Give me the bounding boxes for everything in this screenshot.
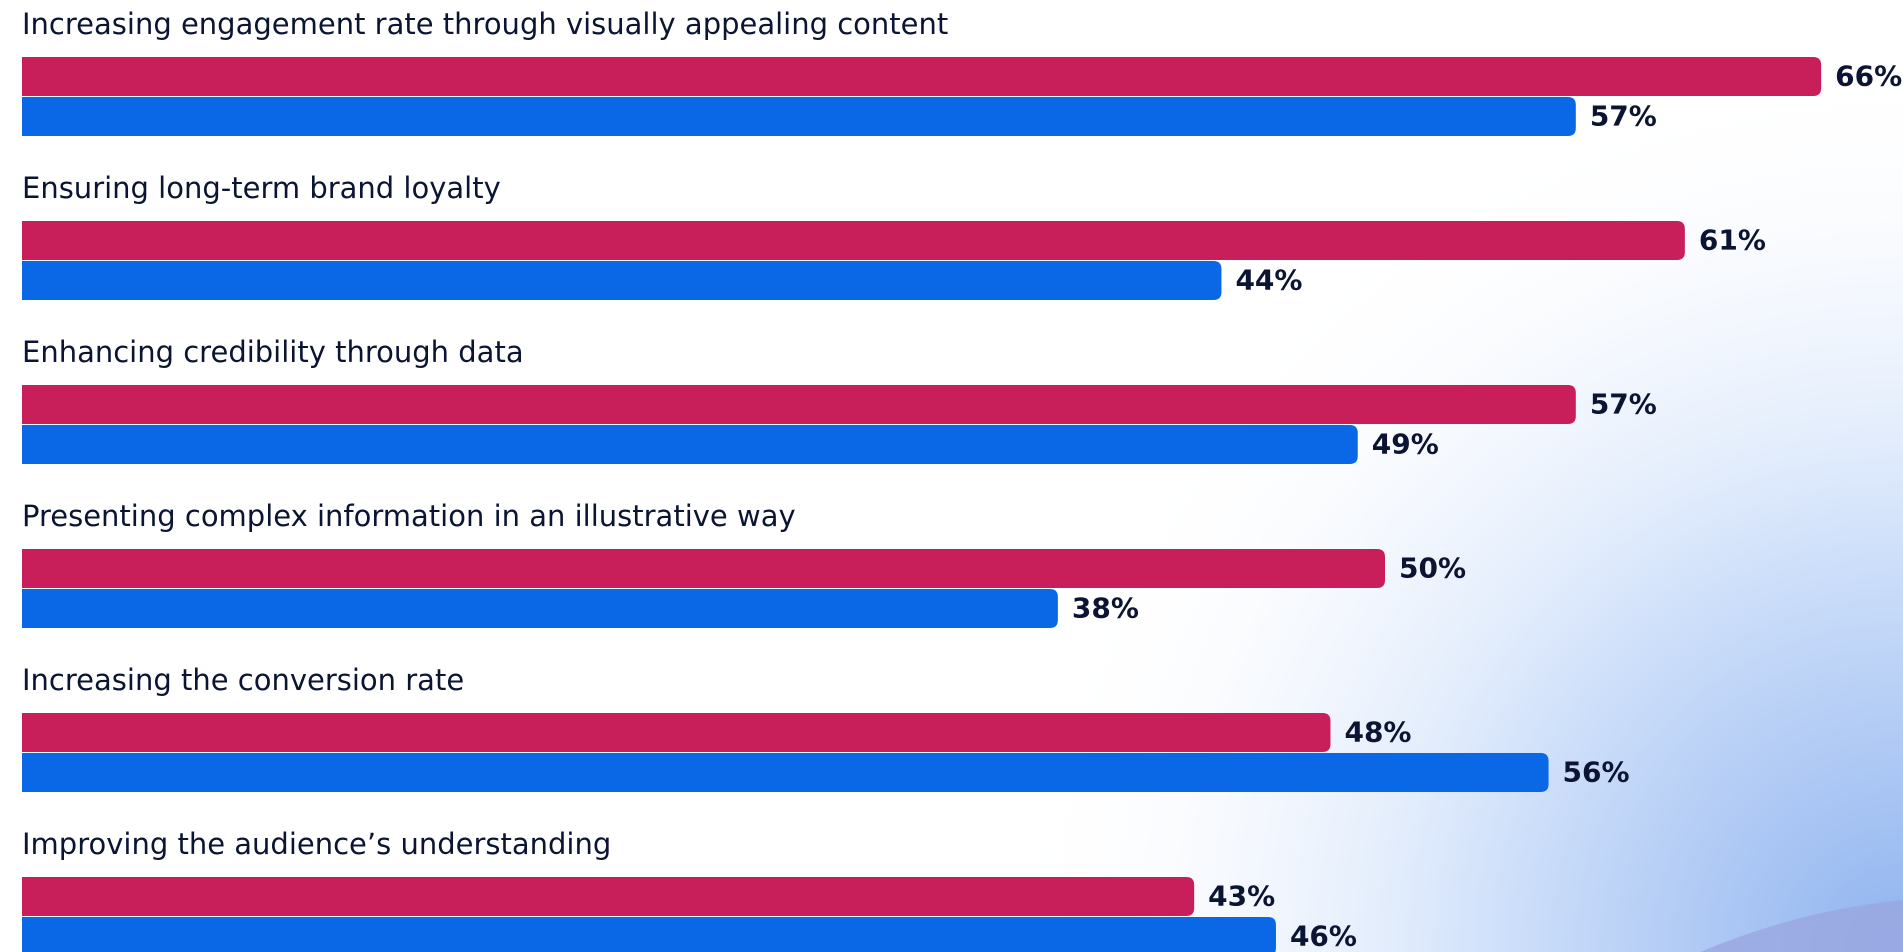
value-label: 66% — [1835, 60, 1902, 93]
bar — [22, 589, 1058, 628]
value-label: 38% — [1072, 592, 1139, 625]
bar — [22, 97, 1576, 136]
value-label: 50% — [1399, 552, 1466, 585]
value-label: 61% — [1699, 224, 1766, 257]
category-label: Ensuring long-term brand loyalty — [22, 171, 501, 205]
bar — [22, 549, 1385, 588]
bar — [22, 57, 1822, 96]
bar — [22, 877, 1195, 916]
bar — [22, 753, 1549, 792]
bar — [22, 917, 1276, 952]
value-label: 57% — [1590, 100, 1657, 133]
bar — [22, 713, 1331, 752]
category-label: Enhancing credibility through data — [22, 335, 524, 369]
bar — [22, 221, 1685, 260]
category-label: Presenting complex information in an ill… — [22, 499, 796, 533]
category-label: Improving the audience’s understanding — [22, 827, 611, 861]
bar — [22, 425, 1358, 464]
bar — [22, 261, 1222, 300]
bar — [22, 385, 1576, 424]
category-label: Increasing the conversion rate — [22, 663, 464, 697]
decoration — [1700, 900, 1903, 952]
value-label: 48% — [1344, 716, 1411, 749]
value-label: 44% — [1235, 264, 1302, 297]
value-label: 49% — [1372, 428, 1439, 461]
value-label: 46% — [1290, 920, 1357, 952]
category-label: Increasing engagement rate through visua… — [22, 7, 948, 41]
value-label: 43% — [1208, 880, 1275, 913]
value-label: 57% — [1590, 388, 1657, 421]
value-label: 56% — [1563, 756, 1630, 789]
